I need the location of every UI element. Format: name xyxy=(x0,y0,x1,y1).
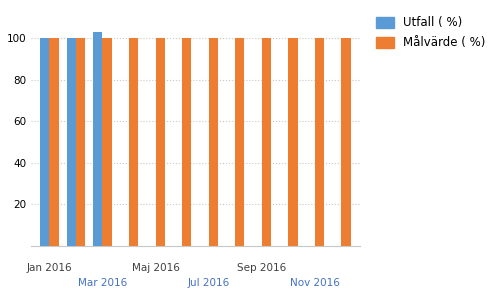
Legend: Utfall ( %), Målvärde ( %): Utfall ( %), Målvärde ( %) xyxy=(372,13,489,53)
Bar xyxy=(288,38,298,246)
Text: Maj 2016: Maj 2016 xyxy=(132,263,180,273)
Bar xyxy=(40,38,50,246)
Text: Jul 2016: Jul 2016 xyxy=(188,278,230,288)
Bar xyxy=(315,38,324,246)
Bar xyxy=(76,38,85,246)
Text: Mar 2016: Mar 2016 xyxy=(78,278,127,288)
Bar xyxy=(262,38,271,246)
Bar xyxy=(50,38,58,246)
Bar xyxy=(342,38,350,246)
Text: Nov 2016: Nov 2016 xyxy=(290,278,340,288)
Bar xyxy=(208,38,218,246)
Text: Sep 2016: Sep 2016 xyxy=(237,263,286,273)
Bar xyxy=(129,38,138,246)
Text: Jan 2016: Jan 2016 xyxy=(26,263,72,273)
Bar xyxy=(182,38,192,246)
Bar xyxy=(66,38,76,246)
Bar xyxy=(93,32,102,246)
Bar xyxy=(102,38,112,246)
Bar xyxy=(235,38,244,246)
Bar xyxy=(156,38,165,246)
